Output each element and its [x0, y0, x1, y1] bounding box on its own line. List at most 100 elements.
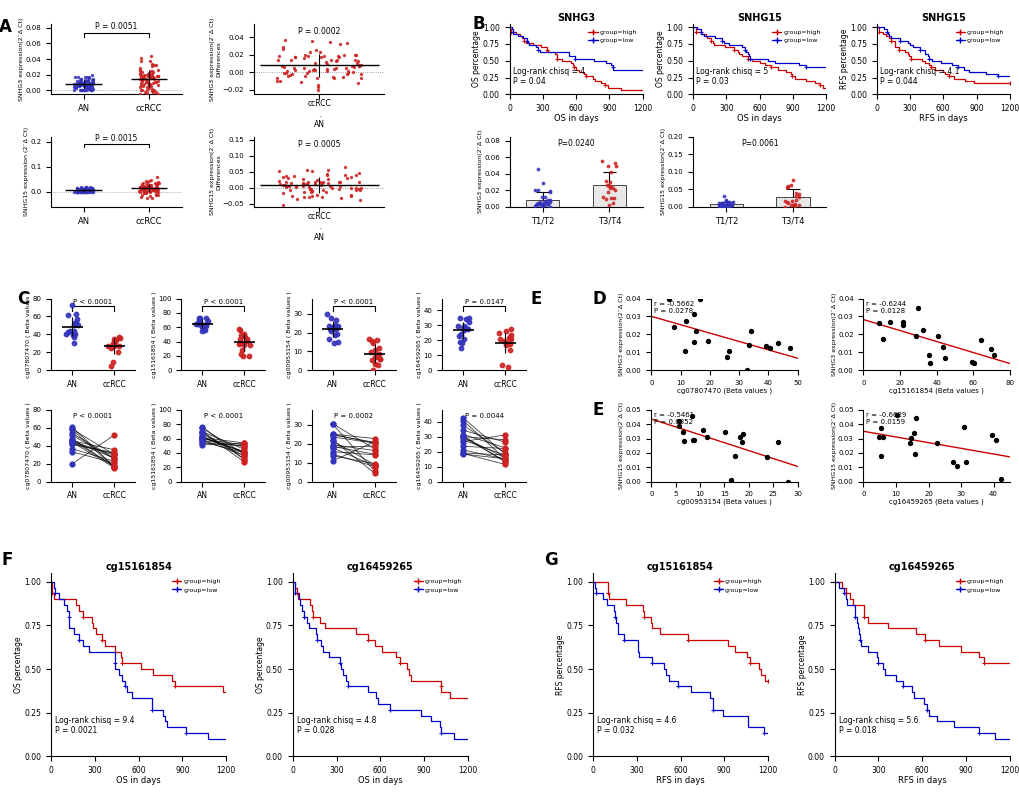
Point — [281, 183, 298, 196]
Point — [304, 189, 320, 202]
Point — [948, 459, 964, 472]
Point — [282, 54, 299, 67]
Point — [315, 175, 331, 188]
Point — [67, 307, 84, 320]
Point — [68, 185, 85, 198]
Point — [147, 183, 163, 196]
Point — [957, 456, 973, 469]
Point — [106, 461, 122, 474]
Point — [75, 84, 92, 97]
Point — [714, 196, 731, 209]
Point — [69, 71, 86, 84]
Point — [972, 334, 988, 346]
Point — [106, 333, 122, 345]
Point — [194, 435, 210, 448]
Point — [74, 185, 91, 198]
Point — [719, 196, 736, 209]
Point — [194, 427, 210, 440]
Point — [371, 341, 387, 354]
Text: P < 0.0001: P < 0.0001 — [334, 299, 373, 305]
Y-axis label: OS percentage: OS percentage — [256, 636, 264, 693]
Point — [148, 178, 164, 191]
Point — [69, 183, 86, 196]
Point — [324, 455, 340, 467]
Point — [131, 68, 148, 80]
Point — [361, 333, 377, 345]
Point — [986, 434, 1003, 447]
Point — [106, 336, 122, 349]
Point — [319, 177, 335, 189]
Point — [342, 181, 359, 194]
Point — [369, 350, 385, 363]
Point — [83, 84, 99, 97]
Point — [498, 337, 515, 349]
Point — [83, 185, 99, 197]
Point — [676, 435, 692, 447]
Point — [135, 181, 151, 194]
Point — [69, 183, 86, 196]
Point — [353, 181, 369, 194]
Point — [269, 72, 285, 84]
Point — [303, 182, 319, 195]
Point — [67, 81, 84, 94]
Point — [894, 318, 910, 331]
Point — [328, 322, 344, 334]
Point — [366, 467, 382, 480]
Point — [137, 73, 153, 86]
Point — [324, 418, 340, 431]
Point — [144, 80, 160, 92]
Point — [72, 181, 89, 193]
Point — [368, 334, 384, 346]
Point — [602, 180, 619, 193]
Point — [131, 181, 148, 193]
Point — [84, 69, 100, 82]
Point — [149, 178, 165, 190]
Point — [67, 80, 84, 93]
Point — [133, 74, 150, 87]
Point — [73, 184, 90, 197]
Point — [83, 76, 99, 89]
Point — [720, 198, 737, 211]
Point — [955, 420, 971, 433]
Point — [279, 172, 296, 185]
Point — [78, 80, 95, 93]
Point — [324, 439, 340, 451]
Point — [530, 183, 546, 196]
Title: SNHG15: SNHG15 — [920, 13, 965, 23]
Point — [281, 69, 298, 82]
Point — [496, 453, 513, 466]
Point — [135, 72, 151, 84]
Point — [353, 68, 369, 80]
Point — [351, 166, 367, 179]
Y-axis label: SNHG3 expression(2⁻Δ Ct): SNHG3 expression(2⁻Δ Ct) — [830, 293, 836, 376]
Point — [74, 183, 91, 196]
Point — [454, 424, 471, 437]
Point — [194, 426, 210, 439]
Point — [143, 49, 159, 62]
Point — [315, 184, 331, 197]
Point — [150, 88, 166, 100]
Point — [309, 174, 325, 186]
Point — [322, 322, 338, 335]
Point — [274, 186, 290, 199]
Point — [135, 69, 151, 82]
Point — [454, 440, 471, 453]
Point — [716, 426, 733, 439]
Point — [108, 334, 124, 346]
Point — [687, 325, 703, 338]
Point — [143, 181, 159, 193]
Point — [149, 171, 165, 184]
Point — [236, 439, 253, 451]
Point — [142, 69, 158, 82]
Point — [334, 70, 351, 83]
Point — [68, 185, 85, 198]
Point — [461, 312, 477, 325]
Point — [72, 185, 89, 198]
Point — [347, 183, 364, 196]
Point — [602, 191, 619, 204]
Point — [131, 181, 148, 193]
Point — [351, 182, 367, 195]
Point — [537, 191, 553, 204]
Point — [74, 185, 91, 197]
Y-axis label: SNHG3 expression(2⁻Δ Ct): SNHG3 expression(2⁻Δ Ct) — [477, 130, 482, 213]
